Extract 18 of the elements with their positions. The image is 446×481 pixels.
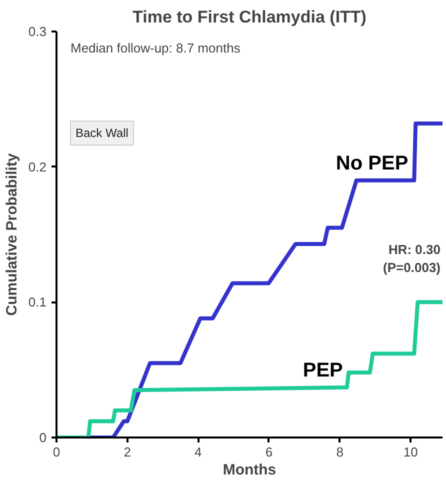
x-tick-label: 2 — [124, 444, 131, 460]
series-label: No PEP — [336, 152, 408, 174]
y-axis-title: Cumulative Probability — [3, 152, 20, 316]
y-tick-label: 0.2 — [28, 159, 47, 174]
x-tick-label: 4 — [194, 444, 202, 460]
annotation: HR: 0.30 (P=0.003) — [383, 242, 441, 276]
chart-title: Time to First Chlamydia (ITT) — [132, 8, 366, 26]
y-tick-label: 0.3 — [28, 24, 47, 39]
y-tick-label: 0 — [39, 430, 47, 445]
annotation: Back Wall — [76, 126, 128, 140]
annotation: Median follow-up: 8.7 months — [70, 40, 241, 56]
x-axis-title: Months — [222, 462, 276, 478]
x-tick-label: 6 — [265, 444, 273, 460]
x-tick-label: 8 — [336, 444, 344, 460]
x-tick-label: 0 — [52, 444, 60, 460]
y-tick-label: 0.1 — [28, 294, 47, 310]
series-label: PEP — [302, 359, 343, 382]
x-tick-label: 10 — [403, 444, 418, 460]
